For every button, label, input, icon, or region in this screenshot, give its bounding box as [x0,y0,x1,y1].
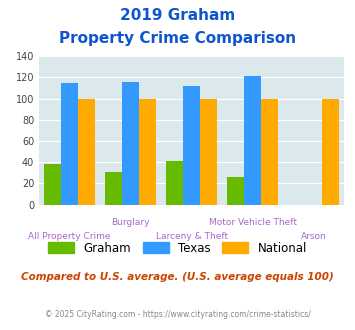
Bar [322,99,339,205]
Text: Motor Vehicle Theft: Motor Vehicle Theft [209,218,297,227]
Bar [261,99,278,205]
Bar [244,76,261,205]
Text: Compared to U.S. average. (U.S. average equals 100): Compared to U.S. average. (U.S. average … [21,272,334,282]
Legend: Graham, Texas, National: Graham, Texas, National [43,237,312,259]
Text: Arson: Arson [301,232,327,241]
Bar [227,177,244,205]
Bar [139,99,156,205]
Bar [183,86,200,205]
Bar [166,161,183,205]
Bar [61,82,78,205]
Text: Larceny & Theft: Larceny & Theft [155,232,228,241]
Text: All Property Crime: All Property Crime [28,232,111,241]
Bar [200,99,217,205]
Bar [105,172,122,205]
Text: Property Crime Comparison: Property Crime Comparison [59,31,296,46]
Bar [44,164,61,205]
Text: Burglary: Burglary [111,218,150,227]
Bar [122,82,139,205]
Text: 2019 Graham: 2019 Graham [120,8,235,23]
Text: © 2025 CityRating.com - https://www.cityrating.com/crime-statistics/: © 2025 CityRating.com - https://www.city… [45,310,310,319]
Bar [78,99,95,205]
